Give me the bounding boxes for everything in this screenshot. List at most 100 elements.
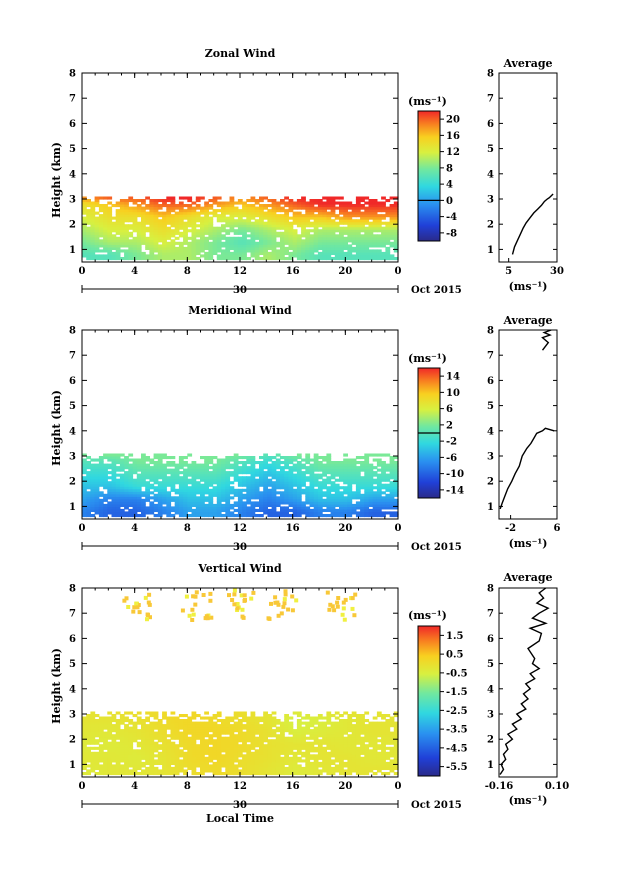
field-cell: [178, 741, 184, 745]
field-cell: [145, 463, 150, 467]
field-cell: [90, 481, 96, 485]
field-cell: [115, 511, 121, 515]
field-cell: [136, 719, 142, 723]
field-cell: [301, 216, 306, 220]
field-cell: [195, 756, 201, 760]
field-cell: [166, 226, 172, 230]
field-cell: [183, 751, 188, 755]
field-cell: [200, 493, 205, 497]
field-cell: [343, 503, 348, 507]
field-cell: [288, 473, 294, 477]
field-cell: [183, 498, 188, 502]
field-cell: [183, 503, 188, 507]
field-cell: [225, 511, 231, 515]
field-cell: [296, 219, 302, 223]
field-cell: [145, 491, 150, 495]
field-cell: [250, 769, 256, 773]
field-cell: [237, 239, 243, 243]
field-cell: [216, 254, 222, 258]
field-cell: [288, 206, 294, 210]
field-cell: [271, 481, 277, 485]
field-cell: [107, 254, 113, 258]
field-cell: [157, 466, 163, 470]
field-cell: [208, 473, 214, 477]
field-cell: [368, 216, 374, 220]
field-cell: [237, 739, 243, 743]
field-cell: [145, 244, 150, 248]
field-cell: [233, 224, 239, 228]
field-cell: [271, 249, 277, 253]
field-cell: [389, 514, 395, 518]
field-cell: [208, 226, 214, 230]
field-cell: [376, 473, 382, 477]
field-cell: [124, 478, 129, 482]
field-cell: [191, 461, 197, 465]
field-cell: [183, 483, 188, 487]
field-cell: [98, 719, 104, 723]
field-cell: [288, 226, 294, 230]
field-cell: [389, 769, 395, 773]
field-cell: [124, 719, 129, 723]
field-cell: [132, 471, 138, 475]
field-cell: [124, 249, 129, 253]
field-cell: [162, 498, 167, 502]
field-cell: [212, 473, 218, 477]
field-cell: [263, 749, 268, 753]
field-cell: [107, 476, 113, 480]
field-cell: [246, 216, 252, 220]
field-cell: [204, 236, 209, 240]
field-cell: [242, 461, 247, 465]
field-cell: [343, 744, 348, 748]
field-cell: [322, 219, 327, 223]
y-tick-label: 4: [69, 426, 76, 437]
field-cell: [364, 488, 370, 492]
field-cell: [284, 216, 289, 220]
field-cell: [339, 772, 344, 776]
field-cell: [115, 731, 121, 735]
field-cell: [275, 478, 281, 482]
field-cell: [250, 736, 256, 740]
field-cell: [263, 254, 268, 258]
field-cell: [111, 257, 117, 261]
field-cell: [305, 496, 311, 500]
field-cell: [347, 759, 353, 763]
field-cell: [275, 761, 281, 765]
field-cell: [82, 766, 87, 770]
profile-x-tick-label: 30: [550, 266, 564, 277]
field-cell: [82, 211, 87, 215]
field-cell: [170, 239, 176, 243]
field-cell: [334, 501, 340, 505]
field-cell: [237, 498, 243, 502]
field-cell: [313, 508, 319, 512]
field-cell: [103, 478, 108, 482]
field-cell: [170, 759, 176, 763]
field-cell: [111, 244, 117, 248]
field-cell: [242, 251, 247, 255]
field-cell: [313, 483, 319, 487]
field-cell: [368, 491, 374, 495]
field-cell: [174, 463, 180, 467]
field-cell: [90, 231, 96, 235]
field-cell: [204, 764, 209, 768]
field-cell: [178, 483, 184, 487]
field-cell: [170, 246, 176, 250]
field-cell: [301, 511, 306, 515]
field-cell: [288, 246, 294, 250]
field-cell: [305, 756, 311, 760]
field-cell: [288, 508, 294, 512]
field-cell: [94, 219, 100, 223]
field-cell: [119, 241, 125, 245]
field-cell: [216, 458, 222, 462]
field-cell: [263, 458, 268, 462]
field-cell: [326, 726, 332, 730]
field-cell: [284, 473, 289, 477]
field-cell: [288, 483, 294, 487]
field-cell: [305, 491, 311, 495]
field-cell: [94, 766, 100, 770]
field-cell: [280, 751, 285, 755]
field-cell: [111, 734, 117, 738]
field-cell: [141, 483, 146, 487]
profile-y-tick-label: 8: [487, 326, 494, 337]
